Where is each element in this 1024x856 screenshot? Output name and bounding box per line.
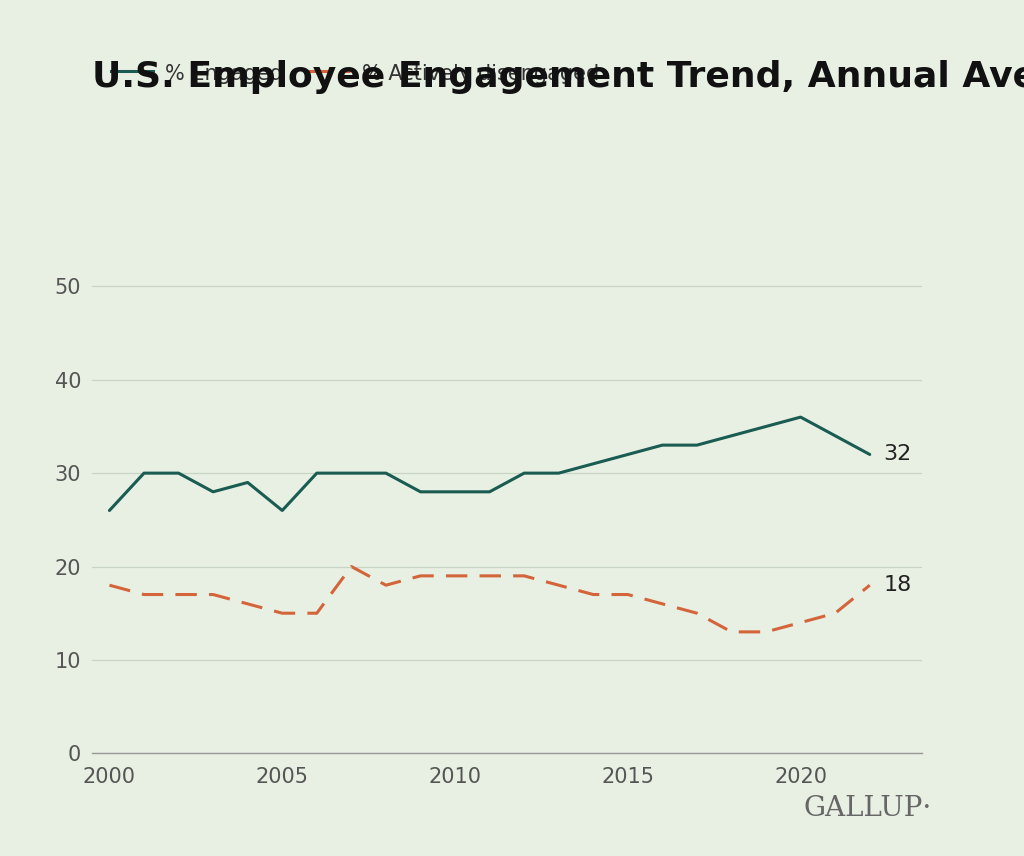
Legend: % Engaged, % Actively disengaged: % Engaged, % Actively disengaged — [102, 55, 608, 92]
Text: U.S. Employee Engagement Trend, Annual Averages: U.S. Employee Engagement Trend, Annual A… — [92, 60, 1024, 94]
Text: GALLUP·: GALLUP· — [804, 794, 932, 822]
Text: 32: 32 — [884, 444, 911, 465]
Text: 18: 18 — [884, 575, 911, 595]
